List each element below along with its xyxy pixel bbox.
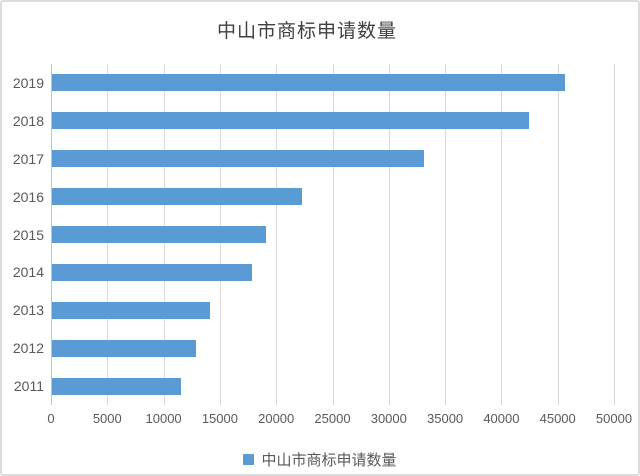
chart-title: 中山市商标申请数量 (216, 21, 397, 42)
x-axis-tick-label: 0 (47, 411, 55, 426)
bar-2013 (52, 301, 210, 319)
gridline (276, 64, 278, 405)
gridline (501, 64, 503, 405)
bar-2012 (52, 339, 197, 357)
y-axis-category-label: 2014 (12, 264, 44, 281)
bar-2015 (52, 226, 266, 243)
y-axis-category-label: 2017 (12, 150, 44, 167)
x-axis-tick-label: 35000 (427, 411, 464, 426)
gridline (557, 64, 559, 405)
x-axis-tick-label: 45000 (539, 411, 576, 426)
x-axis-tick-label: 15000 (201, 411, 238, 426)
bar-2016 (52, 188, 302, 206)
x-axis-tick-label: 25000 (314, 411, 351, 426)
y-axis-category-label: 2015 (12, 226, 44, 243)
bar-2017 (52, 150, 424, 168)
x-axis-tick-label: 20000 (258, 411, 295, 426)
legend-swatch (243, 454, 255, 465)
x-axis-tick-label: 30000 (370, 411, 407, 426)
bar-2011 (52, 377, 182, 395)
legend-label: 中山市商标申请数量 (261, 452, 397, 469)
gridline (445, 64, 447, 405)
y-axis-category-label: 2013 (12, 302, 44, 319)
bar-2019 (52, 74, 566, 92)
x-axis-tick-label: 50000 (595, 411, 633, 426)
legend: 中山市商标申请数量 (2, 449, 638, 470)
y-axis-category-label: 2011 (13, 378, 44, 395)
x-axis-tick-label: 40000 (483, 411, 520, 426)
bar-2018 (52, 112, 530, 130)
gridline (332, 64, 334, 405)
gridline (614, 64, 615, 405)
y-axis-category-label: 2019 (12, 74, 44, 91)
y-axis-line (51, 64, 52, 405)
plot-area (51, 64, 615, 405)
y-axis-category-label: 2018 (12, 112, 44, 129)
x-axis-tick-label: 10000 (145, 411, 182, 426)
x-axis-tick-label: 5000 (92, 411, 122, 426)
gridline (388, 64, 390, 405)
bar-2014 (52, 263, 253, 281)
y-axis-category-label: 2016 (12, 188, 44, 205)
y-axis-category-label: 2012 (12, 340, 44, 357)
